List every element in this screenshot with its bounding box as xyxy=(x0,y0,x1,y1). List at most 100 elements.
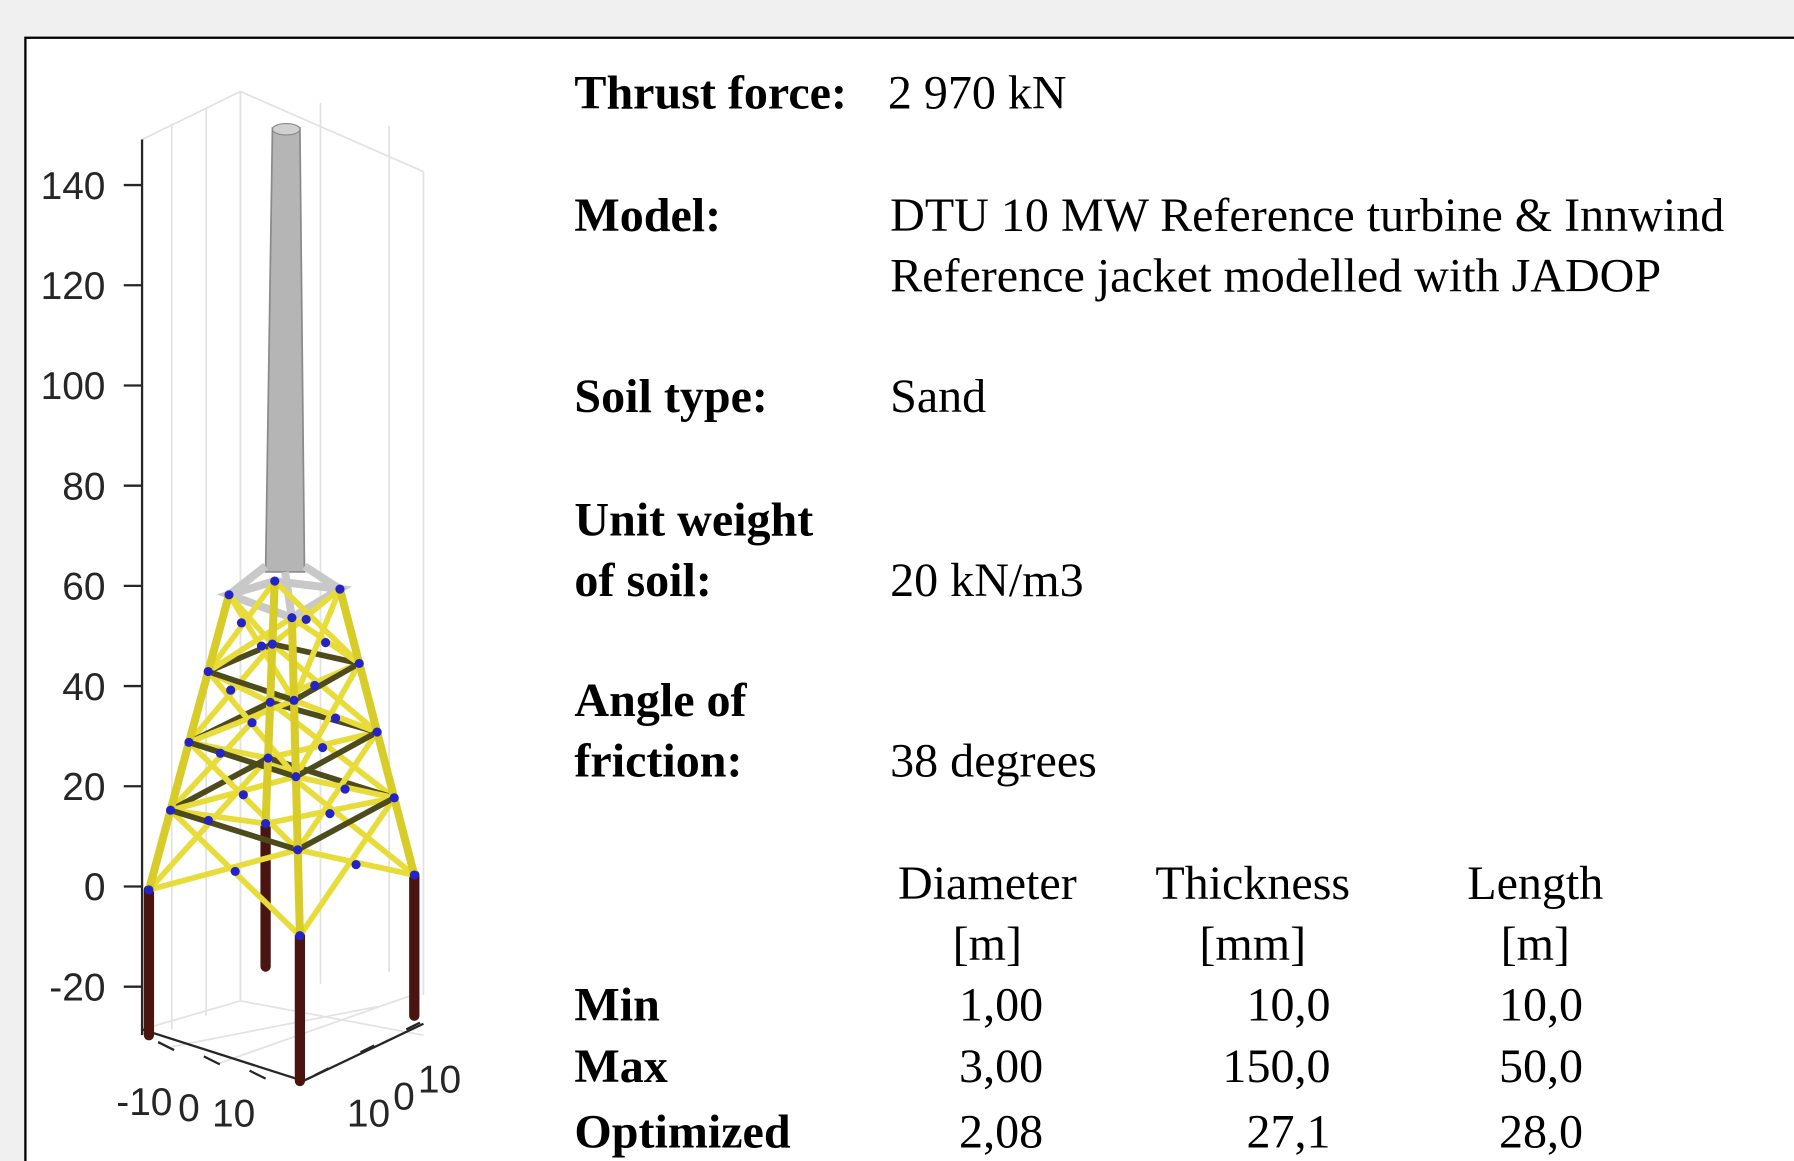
cell: 2,08 xyxy=(959,1105,1043,1158)
node xyxy=(144,885,154,895)
joint xyxy=(318,742,328,753)
column-header: [m] xyxy=(1501,918,1570,971)
node xyxy=(263,753,273,763)
brace xyxy=(293,660,363,780)
x-tick-label: 10 xyxy=(212,1093,255,1136)
z-tick-label: 120 xyxy=(41,265,106,308)
node xyxy=(184,737,194,747)
value: DTU 10 MW Reference turbine & Innwind xyxy=(890,189,1724,242)
column-header: [m] xyxy=(953,918,1022,971)
joint xyxy=(203,815,214,826)
node xyxy=(261,818,271,829)
value: 20 kN/m3 xyxy=(890,554,1083,607)
z-tick-label: 60 xyxy=(62,566,105,609)
y-axis xyxy=(302,1022,424,1082)
brace xyxy=(294,729,380,853)
tower xyxy=(264,127,306,573)
horizontal xyxy=(205,668,297,704)
x-axis xyxy=(141,1028,304,1083)
brace xyxy=(186,697,297,746)
horizontal xyxy=(167,755,271,814)
brace xyxy=(205,614,295,675)
value: Sand xyxy=(890,370,986,423)
row-label: Optimized xyxy=(574,1105,790,1158)
value: 38 degrees xyxy=(890,735,1097,788)
brace xyxy=(167,773,299,814)
joint xyxy=(230,866,240,876)
node xyxy=(354,658,364,669)
z-tick-label: 0 xyxy=(84,866,106,909)
z-tick-label: 80 xyxy=(62,465,105,508)
node xyxy=(224,590,234,600)
cell: 150,0 xyxy=(1222,1040,1330,1093)
plot-grid xyxy=(141,90,425,1065)
x-tick-label: -10 xyxy=(116,1081,172,1124)
node xyxy=(291,772,301,782)
joint xyxy=(215,748,225,758)
node xyxy=(289,695,299,705)
column-header: Thickness xyxy=(1155,857,1350,910)
cell: 28,0 xyxy=(1499,1105,1583,1158)
node xyxy=(372,727,382,737)
node xyxy=(165,805,176,815)
z-tick-label: 140 xyxy=(41,165,106,208)
cell: 27,1 xyxy=(1246,1105,1330,1158)
label: friction: xyxy=(574,735,742,788)
node xyxy=(335,584,345,594)
joint xyxy=(238,790,248,800)
tower-top xyxy=(271,122,301,136)
cell: 3,00 xyxy=(959,1040,1043,1093)
cell: 10,0 xyxy=(1246,978,1330,1031)
y-tick xyxy=(405,1021,421,1031)
joint xyxy=(226,685,236,695)
horizontal xyxy=(167,807,301,853)
x-tick xyxy=(249,1069,267,1080)
column-header: Diameter xyxy=(898,857,1077,910)
node xyxy=(270,576,280,586)
z-tick-label: 100 xyxy=(41,365,106,408)
cell: 10,0 xyxy=(1499,978,1583,1031)
horizontal xyxy=(293,729,380,780)
brace xyxy=(291,586,343,704)
column-header: [mm] xyxy=(1199,918,1306,971)
brace xyxy=(297,794,398,939)
value: Reference jacket modelled with JADOP xyxy=(890,250,1661,303)
joint xyxy=(236,618,247,628)
label: Unit weight xyxy=(574,493,813,546)
joint xyxy=(325,809,335,819)
node xyxy=(295,931,305,941)
z-tick-label: 40 xyxy=(62,666,105,709)
label: Thrust force: xyxy=(574,67,847,120)
node xyxy=(293,845,303,855)
joint xyxy=(247,718,257,728)
z-tick-label: 20 xyxy=(62,766,105,809)
joint xyxy=(330,713,341,723)
brace xyxy=(271,578,363,667)
column-header: Length xyxy=(1467,857,1603,910)
horizontal xyxy=(294,794,398,853)
row-label: Max xyxy=(574,1040,667,1093)
x-tick-label: 0 xyxy=(178,1087,200,1130)
brace xyxy=(146,846,301,893)
y-tick-label: 10 xyxy=(347,1093,390,1136)
y-tick xyxy=(360,1044,375,1054)
joint xyxy=(310,680,320,691)
node xyxy=(389,793,399,803)
z-tick-label: -20 xyxy=(49,966,105,1009)
cell: 50,0 xyxy=(1499,1040,1583,1093)
cell: 1,00 xyxy=(959,978,1043,1031)
x-tick xyxy=(157,1041,175,1052)
joint xyxy=(340,784,350,794)
joint xyxy=(256,641,267,651)
value: 2 970 kN xyxy=(888,67,1067,120)
node xyxy=(203,666,213,677)
label: Soil type: xyxy=(574,370,767,423)
y-tick-label: 0 xyxy=(393,1076,415,1119)
node xyxy=(409,870,419,880)
node xyxy=(287,613,297,623)
node xyxy=(267,639,277,649)
node xyxy=(265,697,275,707)
y-tick-label: 10 xyxy=(418,1058,461,1101)
row-label: Min xyxy=(574,978,659,1031)
